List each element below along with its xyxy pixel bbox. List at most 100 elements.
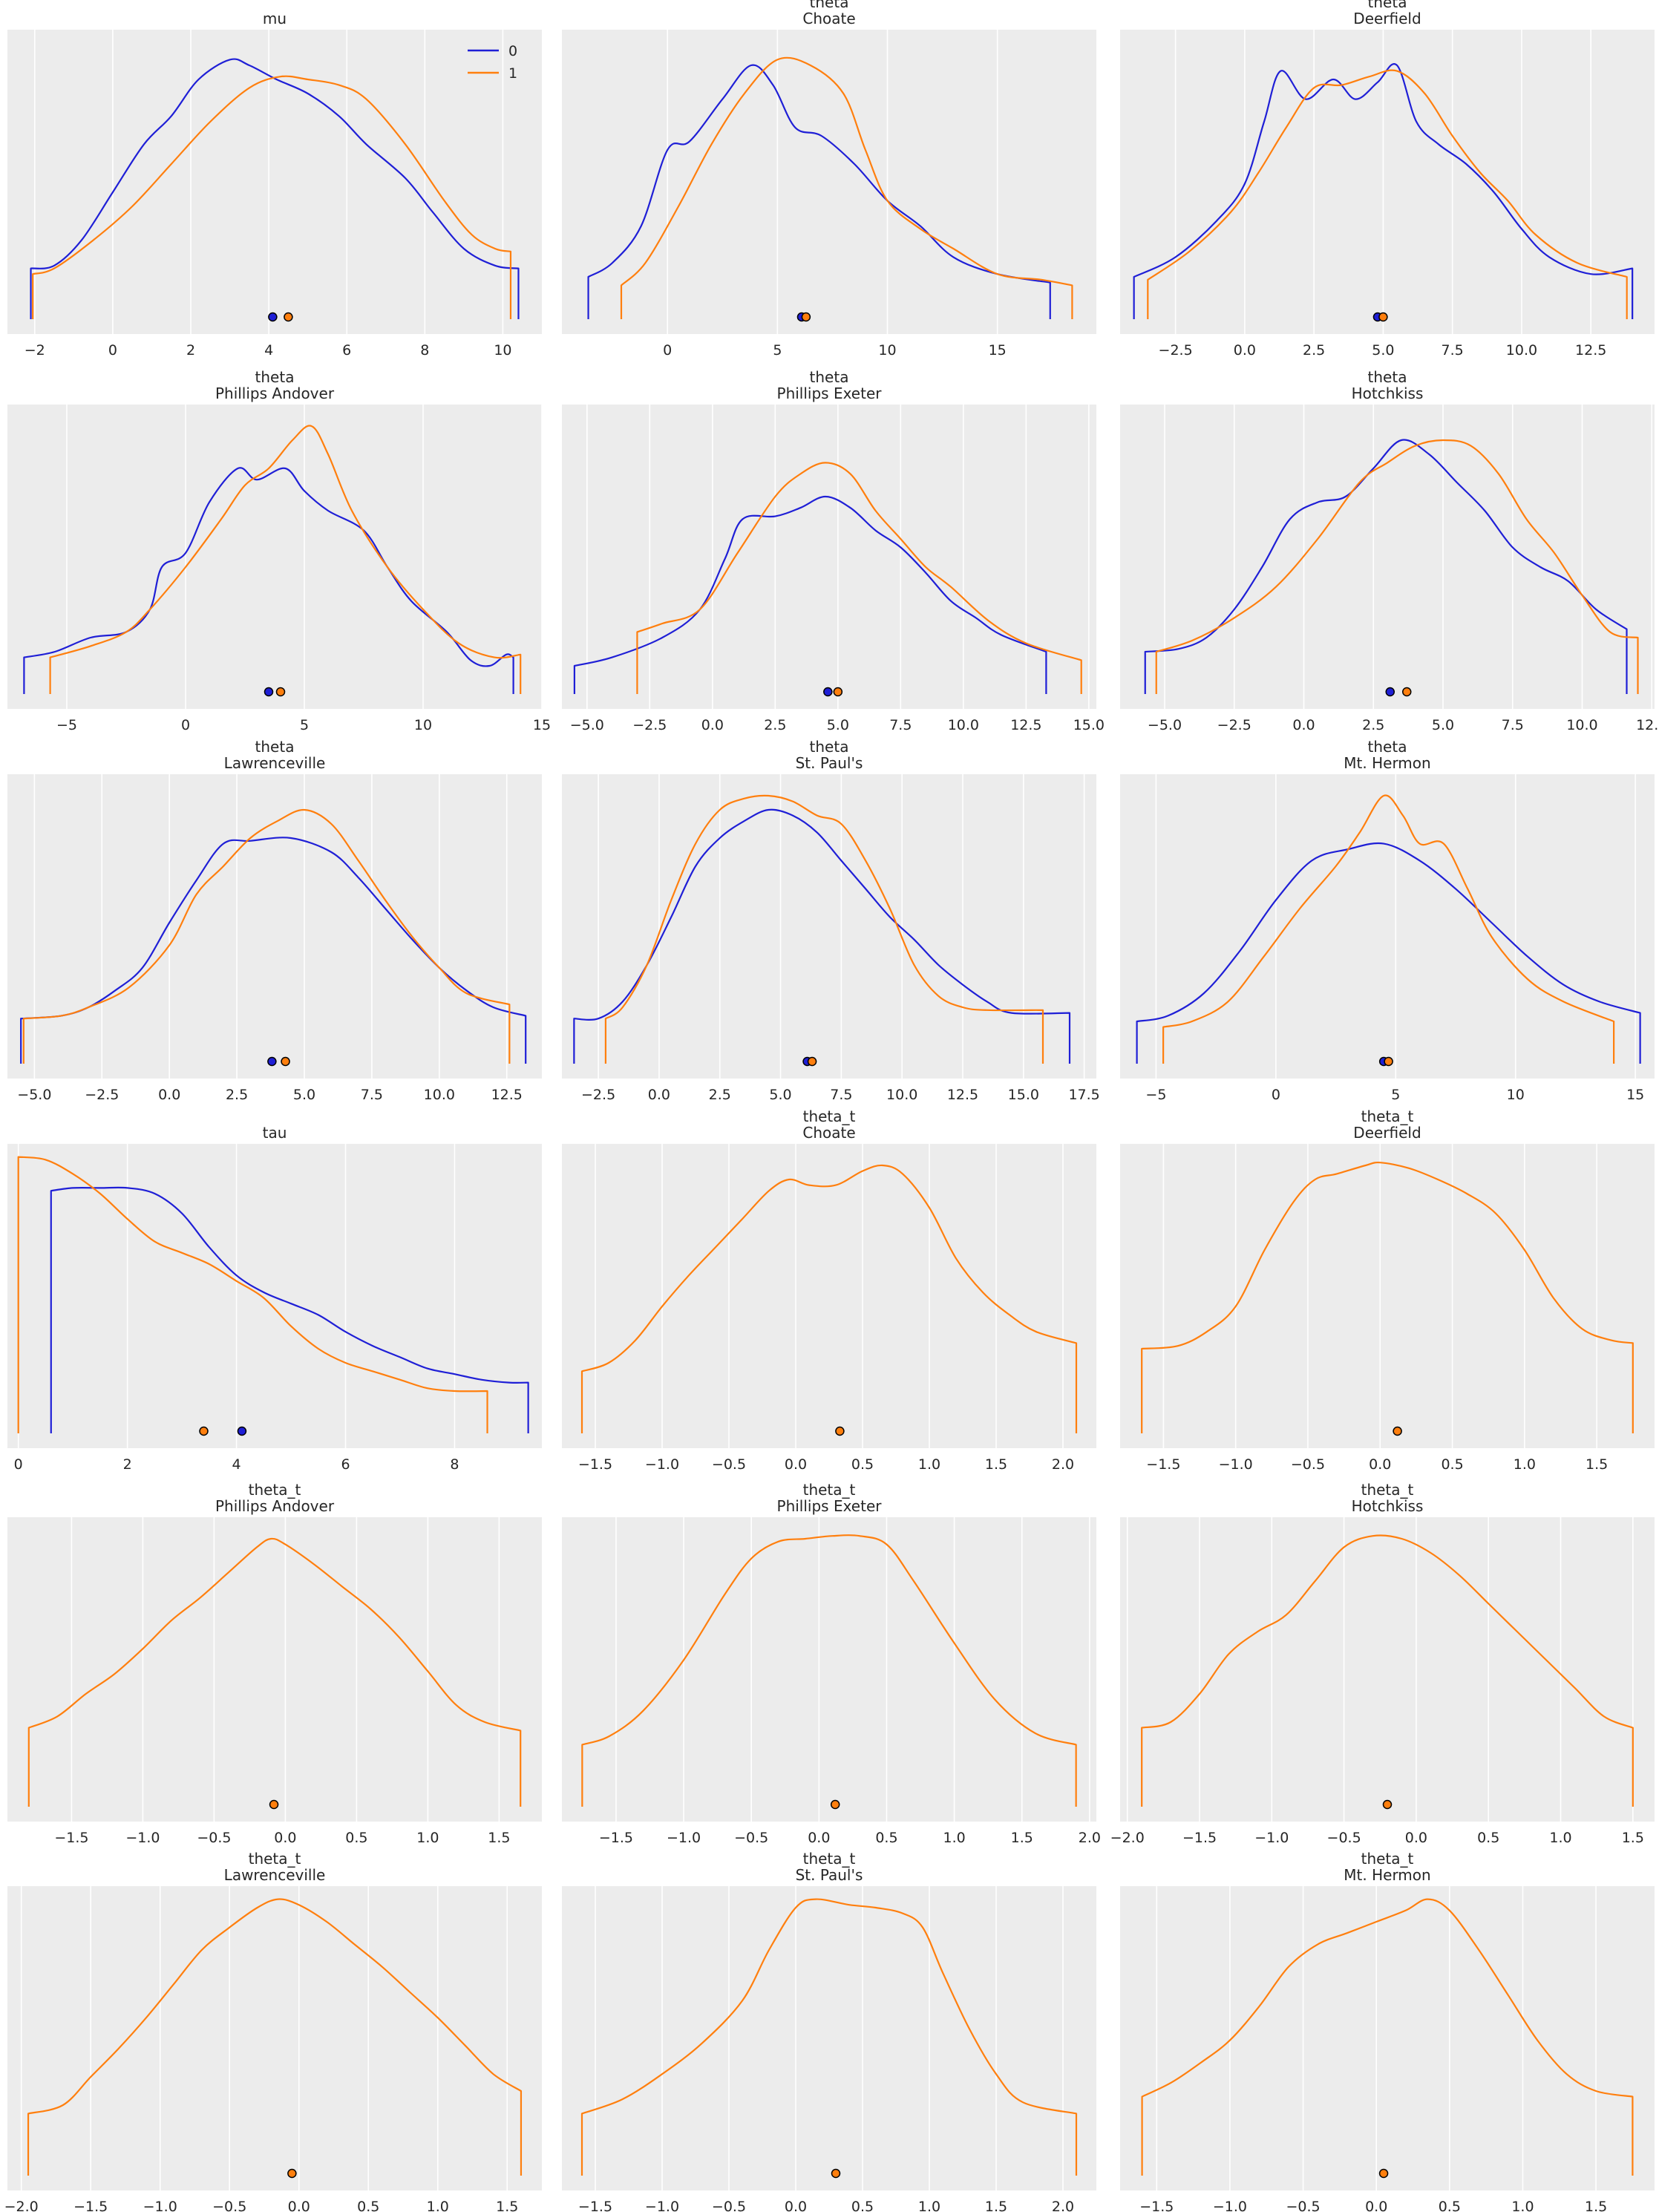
x-tick-label: 2.0 [1052,1456,1074,1473]
x-tick-label: 7.5 [830,1087,852,1103]
x-tick-label: 1.0 [918,2199,940,2212]
panel-title: Deerfield [1353,10,1421,27]
panel-title: theta_t [1361,1481,1414,1499]
x-tick-label: 8 [450,1456,459,1473]
panel-title: Hotchkiss [1352,385,1424,402]
x-tick-label: 0.5 [1439,2199,1461,2212]
density-line-chain-1 [1162,794,1615,1064]
point-estimate-chain-1 [199,1426,209,1436]
x-tick-label: 10 [878,342,896,359]
x-tick-label: −0.5 [1327,1830,1361,1846]
x-tick-label: 1.5 [985,2199,1007,2212]
x-tick-label: 12.5 [1575,342,1606,359]
x-tick-label: 1.0 [943,1830,965,1846]
plot-area [562,1517,1096,1822]
x-tick-label: 1.0 [1514,1456,1536,1473]
x-tick-label: 7.5 [1442,342,1464,359]
density-line-chain-1 [1147,69,1628,319]
x-tick-label: 0.0 [1405,1830,1427,1846]
x-tick-label: 2.0 [1052,2199,1074,2212]
x-tick-label: −5 [56,717,77,733]
point-estimate-chain-1 [831,2168,841,2179]
panel-title: theta_t [1361,1850,1414,1868]
density-line-chain-0 [23,467,514,694]
density-line-chain-1 [32,75,512,319]
x-tick-label: 15 [533,717,551,733]
x-tick-label: 10.0 [1566,717,1597,733]
x-tick-label: 1.0 [427,2199,449,2212]
plot-area [562,1886,1096,2190]
point-estimate-chain-1 [833,687,843,697]
x-tick-label: −1.0 [645,2199,679,2212]
x-tick-label: 15.0 [1008,1087,1039,1103]
panel-title: theta_t [803,1850,856,1868]
density-line-chain-0 [30,58,520,319]
x-tick-label: 4 [264,342,273,359]
x-tick-label: 10.0 [886,1087,917,1103]
density-line-chain-1 [49,425,522,694]
point-estimate-chain-1 [801,312,811,322]
x-tick-label: −0.5 [712,1456,746,1473]
panel-title: mu [263,10,287,27]
point-estimate-chain-1 [284,312,293,322]
plot-area [7,1144,542,1448]
x-tick-label: 2 [186,342,195,359]
panel-title: theta [810,0,849,11]
plot-area [7,405,542,709]
density-line-chain-1 [580,1164,1078,1433]
plot-area [7,1517,542,1822]
x-tick-label: −1.0 [1254,1830,1289,1846]
x-tick-label: 1.5 [496,2199,518,2212]
x-tick-label: 10 [494,342,511,359]
density-line-chain-1 [1141,1898,1634,2176]
point-estimate-chain-0 [237,1426,247,1436]
density-line-chain-0 [50,1186,529,1433]
x-tick-label: 1.5 [985,1456,1007,1473]
density-line-chain-1 [604,794,1044,1064]
x-tick-label: −2.5 [1217,717,1251,733]
density-line-chain-0 [1136,842,1641,1064]
x-tick-label: 0 [181,717,190,733]
x-tick-label: −1.5 [1139,2199,1174,2212]
x-tick-label: 2.5 [709,1087,731,1103]
x-tick-label: −1.0 [143,2199,177,2212]
x-tick-label: −5.0 [17,1087,51,1103]
density-line-chain-1 [22,808,511,1064]
x-tick-label: 10 [1507,1087,1525,1103]
x-tick-label: 0.5 [875,1830,897,1846]
x-tick-label: 12.5 [1010,717,1041,733]
x-tick-label: −2 [24,342,45,359]
x-tick-label: 12.5 [491,1087,523,1103]
point-estimate-chain-0 [267,1056,277,1067]
plot-area [562,774,1096,1079]
x-tick-label: −5 [1145,1087,1166,1103]
point-estimate-chain-0 [1385,687,1395,697]
panel-title: Phillips Exeter [777,385,883,402]
point-estimate-chain-1 [1378,2168,1389,2179]
x-tick-label: 4 [232,1456,241,1473]
x-tick-label: 10.0 [1506,342,1537,359]
point-estimate-chain-1 [807,1056,817,1067]
panel-title: theta [255,738,295,756]
plot-area [1120,774,1655,1079]
chart-panel: −1.5 −1.0 −0.5 0.0 0.5 1.0 1.5 2.0 theta_tSt. Pa… [562,1850,1096,2212]
chart-panel: −5.0 −2.5 0.0 2.5 5.0 7.5 10.0 12.5 thetaHotchki… [1120,368,1659,733]
x-tick-label: −2.5 [581,1087,615,1103]
density-line-chain-1 [27,1898,523,2176]
point-estimate-chain-0 [268,312,278,322]
panel-title: Phillips Andover [215,1497,335,1515]
x-tick-label: 2 [123,1456,132,1473]
x-tick-label: 0.0 [1292,717,1315,733]
x-tick-label: 2.5 [226,1087,248,1103]
point-estimate-chain-1 [835,1426,845,1436]
x-tick-label: 0.0 [158,1087,180,1103]
density-line-chain-1 [580,1898,1078,2176]
x-tick-label: 1.5 [1011,1830,1033,1846]
x-tick-label: −1.0 [645,1456,679,1473]
x-tick-label: 1.5 [1585,2199,1607,2212]
x-tick-label: 0 [14,1456,23,1473]
x-tick-label: −2.0 [4,2199,39,2212]
x-tick-label: −0.5 [1291,1456,1325,1473]
